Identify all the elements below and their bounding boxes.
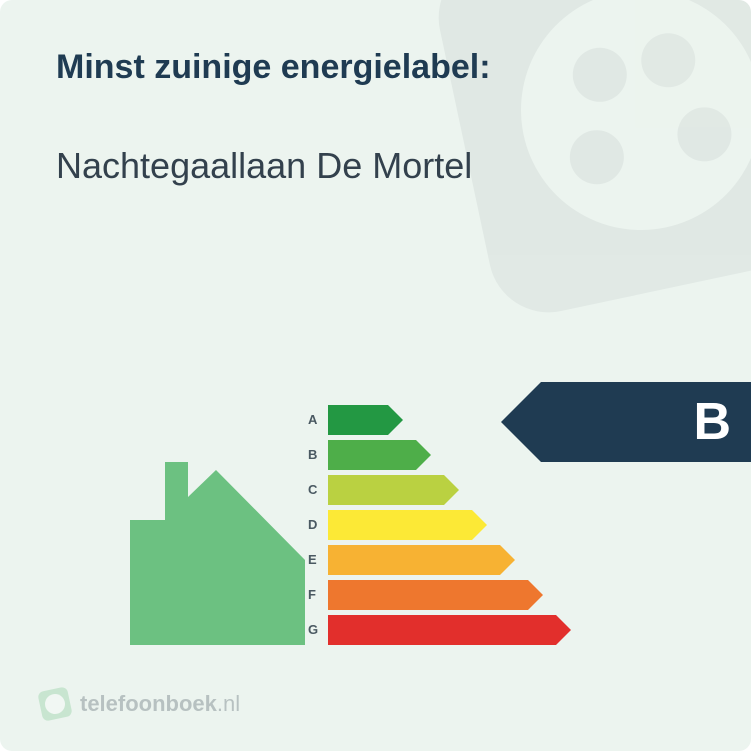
energy-bar-arrow	[328, 580, 543, 610]
result-badge-letter: B	[693, 382, 731, 462]
card: Minst zuinige energielabel: Nachtegaalla…	[0, 0, 751, 751]
energy-bar-arrow	[328, 545, 515, 575]
title: Minst zuinige energielabel:	[56, 48, 695, 87]
energy-bar-label: A	[308, 405, 324, 435]
energy-bar-arrow	[328, 510, 487, 540]
energy-bar-arrow	[328, 475, 459, 505]
energy-bar-label: C	[308, 475, 324, 505]
result-badge: B	[501, 382, 751, 462]
energy-bar-label: F	[308, 580, 324, 610]
house-icon	[130, 390, 308, 650]
energy-bar-label: G	[308, 615, 324, 645]
footer-logo-icon	[37, 686, 73, 722]
energy-bar-label: B	[308, 440, 324, 470]
subtitle: Nachtegaallaan De Mortel	[56, 145, 695, 187]
energy-bar-arrow	[328, 440, 431, 470]
energy-bar-label: E	[308, 545, 324, 575]
content: Minst zuinige energielabel: Nachtegaalla…	[0, 0, 751, 187]
energy-bar-arrow	[328, 615, 571, 645]
footer-brand: telefoonboek.nl	[80, 691, 240, 717]
footer: telefoonboek.nl	[40, 689, 240, 719]
energy-bar-label: D	[308, 510, 324, 540]
footer-brand-name: telefoonboek	[80, 691, 217, 716]
energy-bar-arrow	[328, 405, 403, 435]
footer-brand-tld: .nl	[217, 691, 240, 716]
footer-logo-circle	[43, 692, 67, 716]
